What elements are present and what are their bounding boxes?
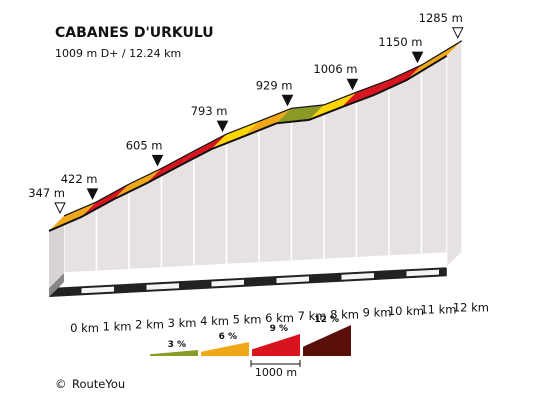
profile-base (49, 267, 447, 297)
profile-wall-segment (258, 107, 293, 264)
profile-walls (49, 39, 463, 288)
elevation-marker-icon (281, 94, 294, 107)
km-tick-label: 8 km (330, 307, 359, 321)
slope-segment (374, 65, 422, 95)
elevation-marker-icon (151, 154, 164, 167)
legend-swatch (252, 334, 300, 356)
km-ticks: 0 km 1 km 2 km 3 km 4 km 5 km 6 km 7 km 8 km 9 km… (70, 301, 489, 335)
elevation-label: 1006 m (313, 62, 357, 76)
elevation-marker-icon (86, 188, 99, 201)
base-km-band (406, 269, 439, 277)
profile-start-face (49, 215, 64, 288)
copyright-icon: © (55, 377, 67, 391)
profile-wall-segment (355, 78, 390, 259)
km-tick-label: 11 km (420, 302, 456, 316)
slope-segment (276, 104, 324, 124)
legend-swatch (201, 342, 249, 356)
km-tick-label: 12 km (453, 301, 489, 315)
elevation-label: 1285 m (419, 11, 463, 25)
slope-segment (406, 40, 462, 81)
legend-swatch (303, 325, 351, 356)
km-tick-label: 2 km (135, 318, 164, 332)
elevation-label: 605 m (126, 138, 163, 152)
profile-wall-segment (388, 64, 423, 257)
km-tick-label: 9 km (363, 306, 392, 320)
chart-subtitle: 1009 m D+ / 12.24 km (55, 47, 181, 60)
legend-label: 12 % (314, 315, 339, 325)
slope-segment (81, 184, 129, 217)
elevation-label: 1150 m (378, 35, 422, 49)
scale-bar-label: 1000 m (255, 366, 297, 379)
base-km-band (81, 286, 114, 294)
elevation-marker-icon (346, 78, 359, 91)
gradient-legend: 3 % 6 % 9 % 12 % (150, 315, 351, 356)
elevation-label: 347 m (28, 186, 65, 200)
base-left-end (49, 273, 64, 297)
endpoint-marker-icon (54, 202, 66, 215)
slope-segment (244, 108, 292, 137)
base-km-band (276, 276, 309, 284)
elevation-marker-icon (216, 120, 229, 133)
slope-segment (341, 80, 389, 108)
profile-wall-segment (323, 91, 358, 261)
profile-wall-segment (290, 104, 325, 262)
chart-title: CABANES D'URKULU (55, 25, 214, 41)
brand-name: RouteYou (72, 377, 125, 391)
km-tick-label: 5 km (233, 313, 262, 327)
base-km-band (146, 283, 179, 290)
slope-segment (49, 201, 97, 231)
km-tick-label: 6 km (265, 311, 294, 325)
elevation-label: 793 m (191, 104, 228, 118)
km-tick-label: 7 km (298, 309, 327, 323)
legend-label: 9 % (270, 324, 288, 334)
elevation-label: 929 m (256, 78, 293, 92)
km-tick-label: 10 km (388, 304, 424, 318)
endpoint-marker-icon (451, 27, 464, 39)
base-km-band (211, 279, 244, 287)
scale-bar: 1000 m (250, 360, 301, 379)
slope-segment (179, 134, 227, 166)
profile-end-wall (446, 39, 463, 269)
slope-segment (211, 121, 259, 150)
profile-back-edge (63, 40, 463, 217)
slope-segment (309, 92, 357, 120)
km-tick-label: 4 km (200, 314, 229, 328)
legend-label: 6 % (219, 332, 237, 342)
slope-segment (114, 168, 162, 200)
base-km-band (341, 273, 374, 280)
elevation-label: 422 m (61, 172, 98, 186)
footer-brand: © RouteYou (55, 377, 125, 391)
km-tick-label: 3 km (168, 316, 197, 330)
slope-segment (146, 151, 194, 184)
base-front (49, 267, 447, 297)
profile-slope-segments (48, 40, 463, 232)
profile-front-edge (48, 54, 448, 232)
legend-swatch (150, 350, 198, 356)
profile-wall-segment (225, 120, 260, 266)
elevation-marker-icon (411, 51, 424, 64)
legend-label: 3 % (168, 340, 186, 350)
km-tick-label: 1 km (103, 319, 132, 333)
km-tick-label: 0 km (70, 321, 99, 335)
